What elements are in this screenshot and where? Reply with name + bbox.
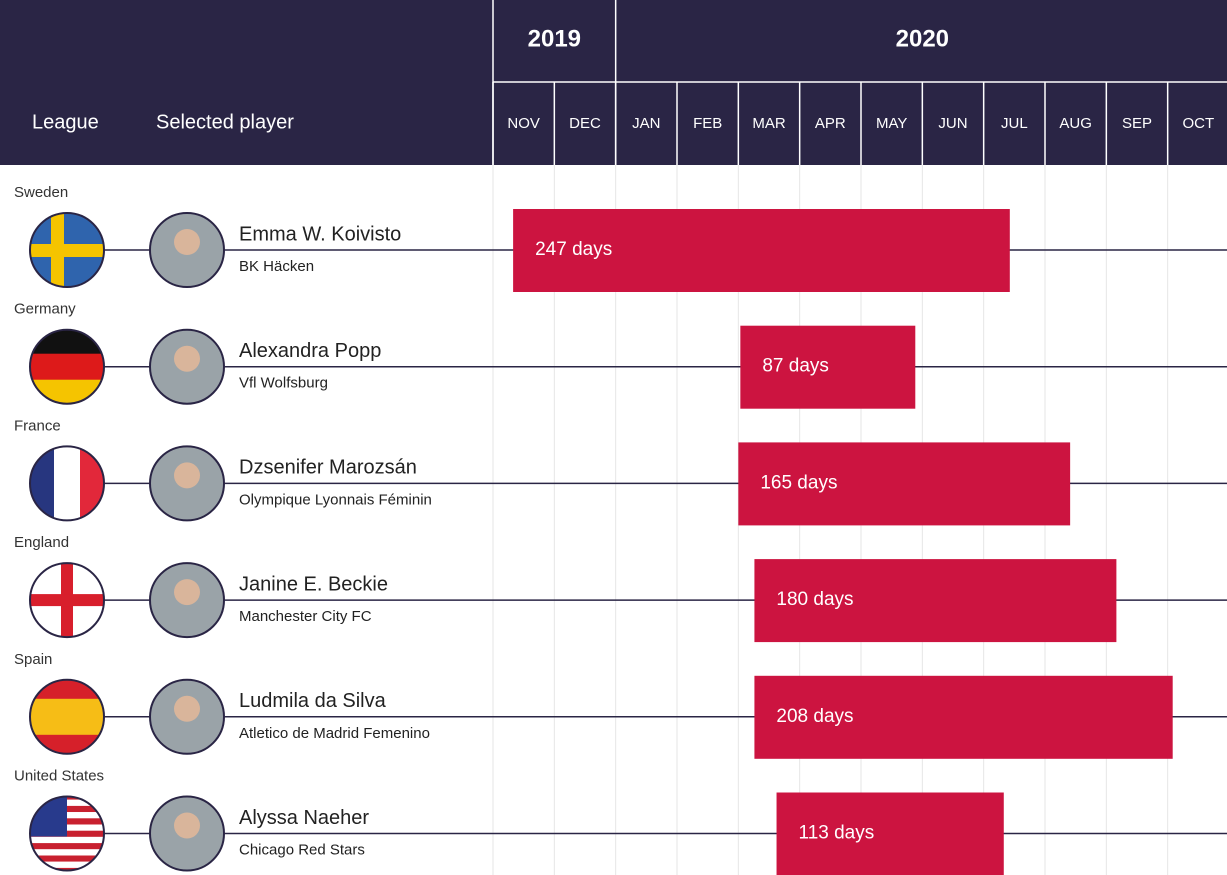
duration-label: 87 days (762, 356, 829, 377)
duration-bar (738, 442, 1071, 526)
league-label: Spain (14, 651, 52, 668)
flag-ring (29, 678, 105, 755)
flag (30, 849, 104, 856)
duration-label: 113 days (799, 823, 875, 844)
duration-label: 165 days (760, 472, 837, 493)
club-name: Atletico de Madrid Femenino (239, 725, 430, 742)
flag (30, 855, 104, 862)
club-name: Olympique Lyonnais Féminin (239, 491, 432, 508)
flag-icon (30, 679, 104, 754)
duration-label: 208 days (776, 706, 853, 727)
flag-ring (29, 562, 105, 639)
month-label: OCT (1182, 115, 1214, 132)
month-label: JAN (632, 115, 660, 132)
duration-bar (513, 209, 1010, 292)
flag-icon (30, 329, 104, 404)
club-name: Vfl Wolfsburg (239, 375, 328, 392)
duration-bar (754, 675, 1173, 759)
month-label: SEP (1122, 115, 1152, 132)
player-name: Janine E. Beckie (239, 573, 388, 595)
year-label: 2020 (896, 25, 949, 52)
photo-head (174, 462, 200, 489)
photo-head (174, 579, 200, 606)
month-label: MAR (752, 115, 786, 132)
month-label: JUL (1001, 115, 1028, 132)
league-label: Germany (14, 301, 76, 318)
flag (30, 594, 104, 607)
flag (30, 867, 104, 871)
photo-head (174, 812, 200, 839)
flag (30, 329, 104, 355)
duration-label: 247 days (535, 239, 612, 260)
flag-ring (29, 212, 105, 288)
flag (30, 244, 104, 257)
flag (30, 843, 104, 850)
flag-icon (30, 213, 104, 287)
club-name: Chicago Red Stars (239, 841, 365, 858)
photo-head (174, 695, 200, 722)
duration-bar (776, 792, 1004, 875)
flag-icon (30, 563, 104, 638)
club-name: BK Häcken (239, 258, 314, 275)
month-label: AUG (1059, 115, 1092, 132)
player-name: Dzsenifer Marozsán (239, 457, 417, 479)
flag (30, 861, 104, 868)
league-label: United States (14, 767, 104, 784)
month-label: MAY (876, 115, 907, 132)
month-label: DEC (569, 115, 601, 132)
flag (30, 698, 104, 735)
player-name: Alyssa Naeher (239, 807, 369, 829)
duration-label: 180 days (776, 589, 853, 610)
player-name: Emma W. Koivisto (239, 223, 401, 245)
flag-ring (29, 445, 105, 522)
flag (30, 446, 55, 521)
flag-ring (29, 795, 105, 872)
photo-head (174, 229, 200, 255)
month-label: FEB (693, 115, 722, 132)
year-label: 2019 (528, 25, 581, 52)
flag (30, 353, 104, 381)
photo-head (174, 345, 200, 372)
flag-icon (30, 796, 104, 871)
flag-ring (29, 328, 105, 405)
league-header: League (32, 111, 99, 133)
duration-bar (754, 559, 1117, 643)
club-name: Manchester City FC (239, 608, 372, 625)
league-label: England (14, 534, 69, 551)
duration-bar (740, 325, 916, 409)
player-name: Alexandra Popp (239, 340, 381, 362)
month-label: APR (815, 115, 846, 132)
league-label: France (14, 417, 61, 434)
player-name: Ludmila da Silva (239, 690, 387, 712)
flag-icon (30, 446, 104, 521)
flag (30, 836, 104, 844)
player-header: Selected player (156, 111, 294, 133)
month-label: NOV (507, 115, 540, 132)
flag (54, 446, 81, 521)
league-label: Sweden (14, 184, 68, 201)
month-label: JUN (938, 115, 967, 132)
flag (30, 796, 67, 837)
